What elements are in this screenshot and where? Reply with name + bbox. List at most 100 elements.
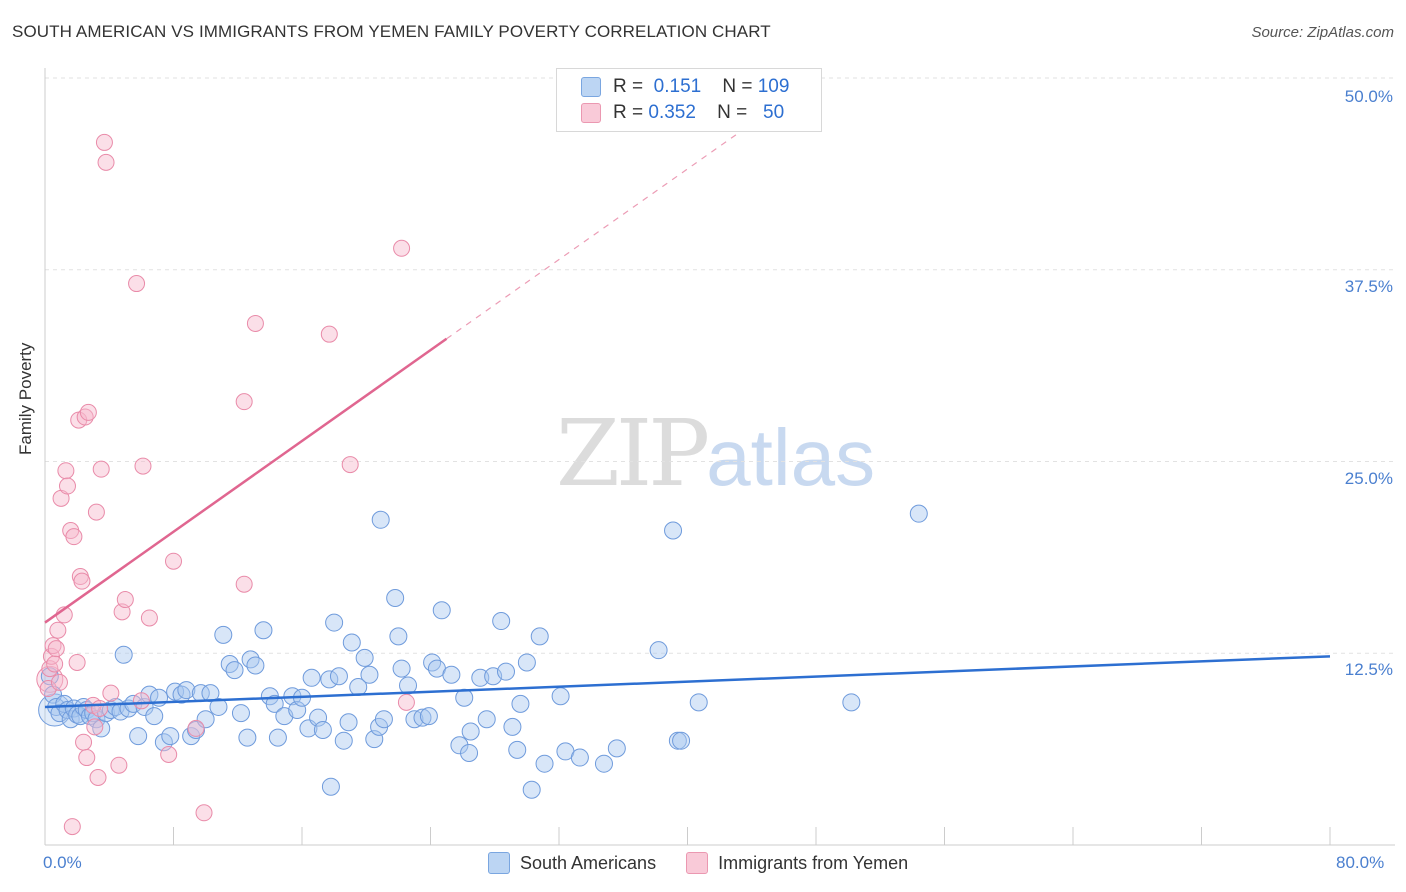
south-american-point [492,612,511,631]
south-american-point [389,627,408,646]
bottom-legend-label: South Americans [520,852,657,873]
south-american-point [182,727,201,746]
yemen-point [397,693,415,711]
south-american-point [442,665,461,684]
south-american-point [329,667,348,686]
yemen-point [235,393,253,411]
yemen-point [140,609,158,627]
bottom-legend-yemen: Immigrants from Yemen [686,852,908,874]
yemen-point [68,653,86,671]
yemen-point [132,692,150,710]
south-american-point [114,645,133,664]
yemen-point [92,460,110,478]
yemen-point [50,673,68,691]
legend-r-value: 0.151 [653,76,702,97]
south-american-point [607,739,626,758]
south-american-point [342,633,361,652]
south-american-point [145,707,164,726]
south-american-point [386,589,405,608]
south-american-point [241,650,260,669]
legend-row-yemen: R = 0.352 N = 50 [581,101,784,125]
yemen-point [95,133,113,151]
y-tick-label: 25.0% [1344,469,1393,488]
south-american-point [503,717,522,736]
yemen-point [195,804,213,822]
south-american-point [842,693,861,712]
south-american-point [161,727,180,746]
south-american-point [471,668,490,687]
yemen-point [128,275,146,293]
yemen-point [160,745,178,763]
south-american-trend-line [44,655,1331,709]
south-american-point [649,641,668,660]
south-american-point [477,710,496,729]
south-american-point [672,731,691,750]
bottom-legend-swatch-pink [686,852,709,874]
south-american-point [551,687,570,706]
legend-n-label: N = [722,76,753,97]
south-american-point [461,722,480,741]
south-american-point [334,731,353,750]
yemen-point [78,749,96,767]
yemen-point [41,660,59,678]
chart-title: SOUTH AMERICAN VS IMMIGRANTS FROM YEMEN … [12,22,771,41]
legend-n-label: N = [717,102,748,123]
yemen-point [73,572,91,590]
y-tick-label: 12.5% [1344,660,1393,679]
south-american-point [508,740,527,759]
yemen-point [246,314,264,332]
south-american-point [517,653,536,672]
yemen-point [341,456,359,474]
south-american-point [570,748,589,767]
y-tick-label: 37.5% [1344,277,1393,296]
south-american-point [177,681,196,700]
south-american-point [522,780,541,799]
yemen-point [235,575,253,593]
legend-r-label: R = [613,102,644,123]
yemen-point [79,403,97,421]
south-american-point [214,625,233,644]
south-american-point [325,613,344,632]
south-american-point [413,708,432,727]
yemen-point [102,684,120,702]
south-american-point [423,653,442,672]
yemen-point [46,655,64,673]
south-american-point [129,727,148,746]
south-american-point [61,710,80,729]
south-american-point [594,754,613,773]
source-label: Source: ZipAtlas.com [1251,24,1394,41]
yemen-point [165,552,182,570]
yemen-point [86,718,104,736]
south-american-point [460,743,479,762]
yemen-point [75,733,93,751]
yemen-point [187,719,205,737]
yemen-point [49,621,67,639]
yemen-point [63,818,81,836]
yemen-trend-extension [446,100,785,340]
south-american-point [535,754,554,773]
south-american-point [209,697,228,716]
bottom-legend-label: Immigrants from Yemen [718,852,909,873]
yemen-point [320,325,338,343]
south-american-point [254,621,273,640]
south-american-point [511,694,530,713]
yemen-point [393,239,411,257]
yemen-point [47,640,65,658]
south-american-point [450,736,469,755]
south-american-point [320,670,339,689]
south-american-point [419,707,438,726]
yemen-point [65,528,83,546]
south-american-point [432,601,451,620]
legend-n-value: 109 [757,76,790,97]
bottom-legend-swatch-blue [488,852,510,874]
south-american-point [371,510,390,529]
south-american-point [909,504,928,523]
legend-n-value: 50 [763,102,785,123]
south-american-point [265,694,284,713]
yemen-point [44,637,62,655]
yemen-point [87,503,105,521]
yemen-point [91,699,109,717]
south-american-point [196,710,215,729]
south-american-point [225,661,244,680]
south-american-point [302,668,321,687]
